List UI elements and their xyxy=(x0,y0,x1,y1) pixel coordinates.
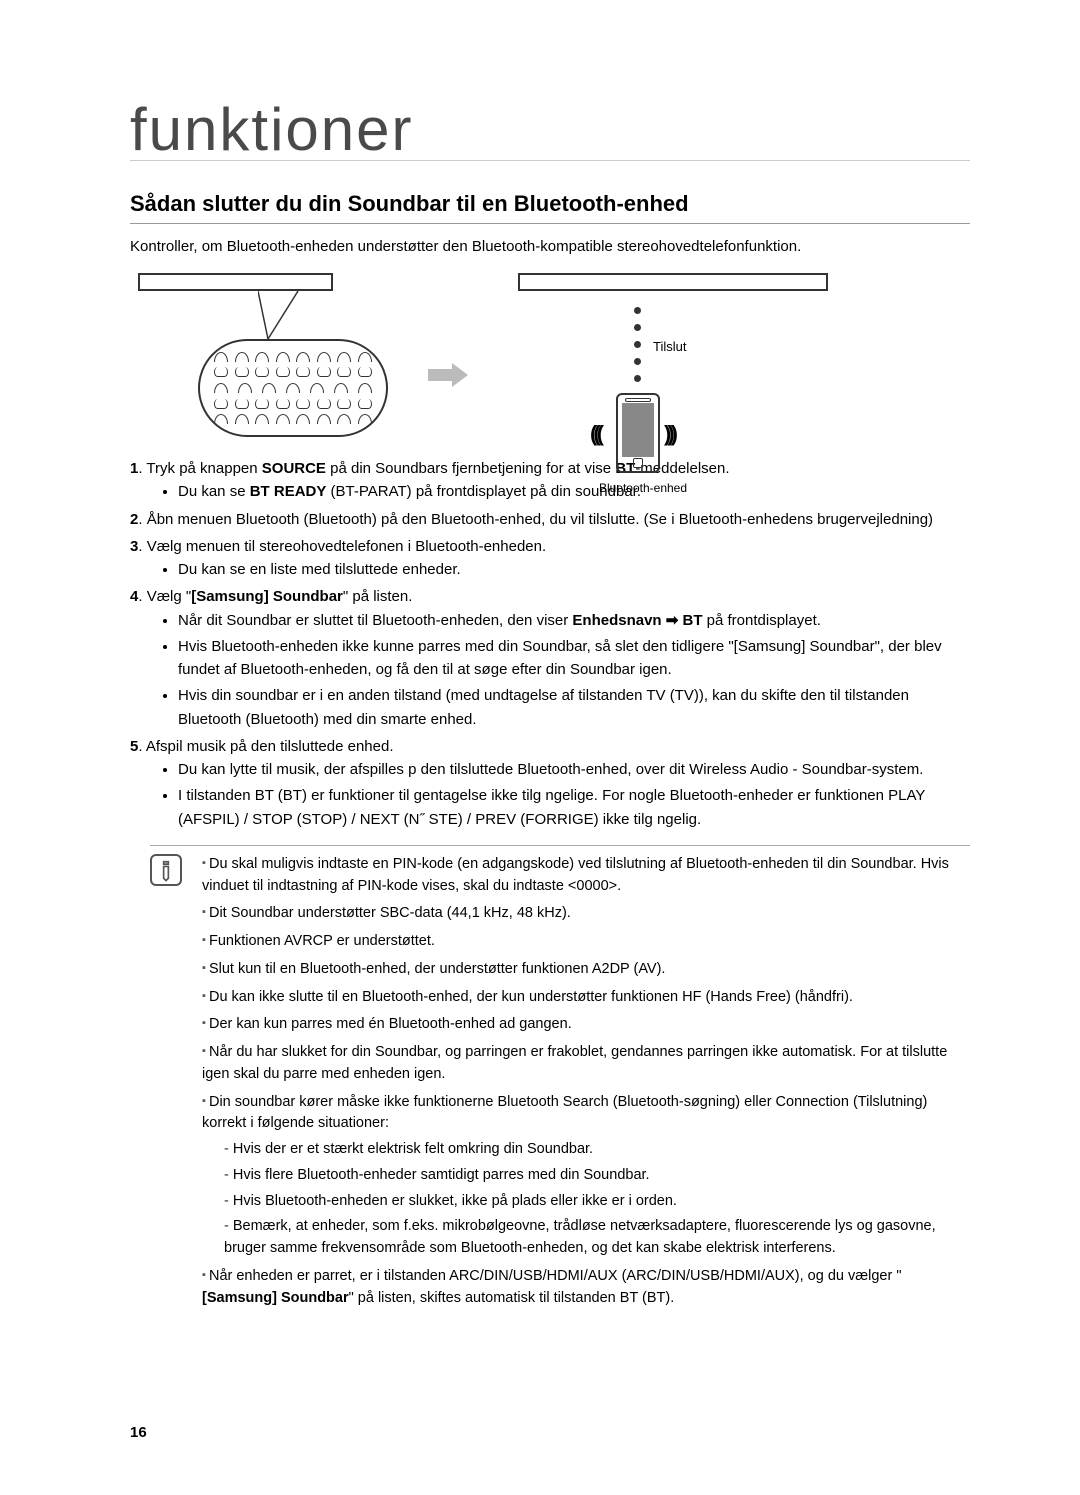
note-subitem: Hvis der er et stærkt elektrisk felt omk… xyxy=(224,1139,970,1161)
note-item: Slut kun til en Bluetooth-enhed, der und… xyxy=(202,959,970,981)
bluetooth-device-diagram: Tilslut ((( ))) Bluetooth-enhed xyxy=(508,273,848,291)
note-text: Din soundbar kører måske ikke funktioner… xyxy=(202,1094,927,1132)
note-text: " på listen, skiftes automatisk til tils… xyxy=(349,1290,675,1306)
step-text: " på listen. xyxy=(343,588,413,605)
signal-right-icon: ))) xyxy=(664,421,674,447)
steps-list: 1. Tryk på knappen SOURCE på din Soundba… xyxy=(130,457,970,831)
page: funktioner Sådan slutter du din Soundbar… xyxy=(0,0,1080,1375)
note-subitem: Hvis flere Bluetooth-enheder samtidigt p… xyxy=(224,1165,970,1187)
note-item: Der kan kun parres med én Bluetooth-enhe… xyxy=(202,1014,970,1036)
device-bar-icon xyxy=(518,273,828,291)
note-item: Dit Soundbar understøtter SBC-data (44,1… xyxy=(202,903,970,925)
step-3: 3. Vælg menuen til stereohovedtelefonen … xyxy=(130,535,970,582)
step-text: Vælg " xyxy=(147,588,192,605)
step-4: 4. Vælg "[Samsung] Soundbar" på listen. … xyxy=(130,585,970,731)
note-item: Funktionen AVRCP er understøttet. xyxy=(202,931,970,953)
step-1: 1. Tryk på knappen SOURCE på din Soundba… xyxy=(130,457,970,504)
step-bullet: Du kan lytte til musik, der afspilles p … xyxy=(178,758,970,781)
callout-line-icon xyxy=(258,291,318,351)
connection-diagram: Tilslut ((( ))) Bluetooth-enhed xyxy=(130,273,970,437)
note-text: Når enheden er parret, er i tilstanden A… xyxy=(209,1268,902,1284)
connection-dots-icon xyxy=(634,307,641,382)
note-item: Når du har slukket for din Soundbar, og … xyxy=(202,1042,970,1086)
note-bold: [Samsung] Soundbar xyxy=(202,1290,349,1306)
note-subitem: Bemærk, at enheder, som f.eks. mikrobølg… xyxy=(224,1216,970,1260)
soundbar-diagram xyxy=(138,273,388,437)
note-item: Din soundbar kører måske ikke funktioner… xyxy=(202,1092,970,1260)
chapter-title: funktioner xyxy=(130,100,970,161)
note-subitem: Hvis Bluetooth-enheden er slukket, ikke … xyxy=(224,1191,970,1213)
bullet-bold: Enhedsnavn ➡ BT xyxy=(572,612,702,629)
step-bullet: I tilstanden BT (BT) er funktioner til g… xyxy=(178,784,970,831)
step-bullet: Når dit Soundbar er sluttet til Bluetoot… xyxy=(178,609,970,632)
notes-list: Du skal muligvis indtaste en PIN-kode (e… xyxy=(202,854,970,1316)
step-2: 2. Åbn menuen Bluetooth (Bluetooth) på d… xyxy=(130,508,970,531)
step-5: 5. Afspil musik på den tilsluttede enhed… xyxy=(130,735,970,831)
step-text: Vælg menuen til stereohovedtelefonen i B… xyxy=(147,538,546,555)
intro-text: Kontroller, om Bluetooth-enheden underst… xyxy=(130,238,970,255)
step-text: på din Soundbars fjernbetjening for at v… xyxy=(326,460,615,477)
step-bullet: Du kan se en liste med tilsluttede enhed… xyxy=(178,558,970,581)
note-item: Du skal muligvis indtaste en PIN-kode (e… xyxy=(202,854,970,898)
step-text: Afspil musik på den tilsluttede enhed. xyxy=(146,738,394,755)
pencil-icon xyxy=(152,856,180,884)
step-bullet: Hvis din soundbar er i en anden tilstand… xyxy=(178,684,970,731)
note-box: Du skal muligvis indtaste en PIN-kode (e… xyxy=(150,845,970,1316)
note-item: Når enheden er parret, er i tilstanden A… xyxy=(202,1266,970,1310)
bt-caption: Bluetooth-enhed xyxy=(588,481,698,495)
step-bullet: Du kan se BT READY (BT-PARAT) på frontdi… xyxy=(178,480,970,503)
phone-icon xyxy=(616,393,660,473)
bullet-text: Du kan se xyxy=(178,483,250,500)
arrow-icon xyxy=(428,363,468,387)
tilslut-label: Tilslut xyxy=(653,339,686,354)
step-bold: [Samsung] Soundbar xyxy=(191,588,343,605)
step-bold: SOURCE xyxy=(262,460,326,477)
section-heading: Sådan slutter du din Soundbar til en Blu… xyxy=(130,191,970,224)
step-text: Tryk på knappen xyxy=(146,460,261,477)
note-icon xyxy=(150,854,182,886)
soundbar-icon xyxy=(138,273,333,291)
signal-left-icon: ((( xyxy=(590,421,600,447)
bullet-text: på frontdisplayet. xyxy=(703,612,821,629)
page-number: 16 xyxy=(130,1424,147,1441)
speaker-detail-icon xyxy=(198,339,388,437)
bullet-text: Når dit Soundbar er sluttet til Bluetoot… xyxy=(178,612,572,629)
step-text: Åbn menuen Bluetooth (Bluetooth) på den … xyxy=(147,511,933,528)
step-bullet: Hvis Bluetooth-enheden ikke kunne parres… xyxy=(178,635,970,682)
bullet-bold: BT READY xyxy=(250,483,327,500)
note-item: Du kan ikke slutte til en Bluetooth-enhe… xyxy=(202,987,970,1009)
